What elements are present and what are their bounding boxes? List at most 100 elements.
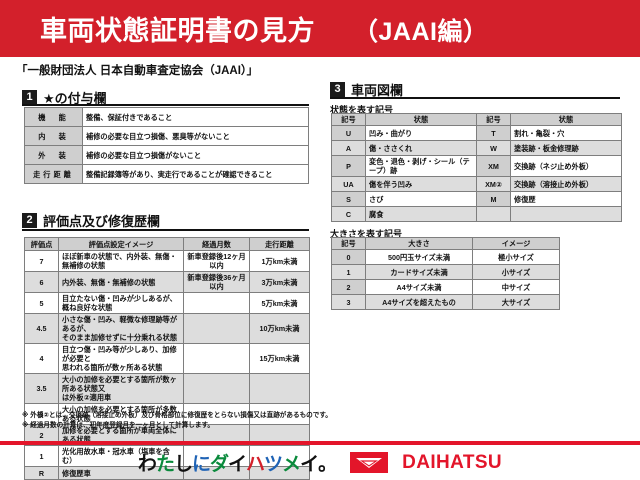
star-row-text: 補修の必要な目立つ損傷、悪臭等がないこと (82, 126, 309, 146)
size-image: 大サイズ (472, 294, 560, 310)
symbol-key: T (476, 125, 511, 141)
size-image: 小サイズ (472, 264, 560, 280)
condition-symbols-caption: 状態を表す記号 (330, 105, 394, 115)
column-header-symbol: 記号 (476, 113, 511, 126)
evaluation-table-body: 7 ほぼ新車の状態で、内外装、無傷・無補修の状態 新車登録後12ヶ月以内 1万k… (24, 250, 310, 480)
section-number-3: 3 (330, 82, 345, 97)
size-desc: A4サイズ未満 (365, 279, 473, 295)
table-row: 外 装 補修の必要な目立つ損傷がないこと (24, 145, 309, 165)
table-row: 7 ほぼ新車の状態で、内外装、無傷・無補修の状態 新車登録後12ヶ月以内 1万k… (24, 250, 310, 272)
size-desc: A4サイズを超えたもの (365, 294, 473, 310)
symbol-desc: 交換跡（溶接止め外板） (510, 176, 622, 192)
eval-months (183, 343, 250, 374)
eval-months (183, 466, 250, 480)
star-row-text: 整備記録簿等があり、実走行であることが確認できること (82, 164, 309, 184)
table-header-row: 記号 大きさ イメージ (331, 237, 560, 250)
note-line: ※ 経過月数の計算は、初年度登録月を一ヶ月として計算します。 (22, 422, 215, 430)
star-row-label: 機 能 (24, 107, 83, 127)
column-header-score: 評価点 (24, 237, 59, 251)
table-row: 3 A4サイズを超えたもの 大サイズ (331, 294, 560, 310)
tagline-char: メ (282, 454, 301, 475)
daihatsu-logo-icon (350, 452, 389, 473)
symbol-desc: さび (365, 191, 477, 207)
symbol-desc: 修復歴 (510, 191, 622, 207)
eval-distance: 5万km未満 (249, 292, 310, 314)
eval-distance: 15万km未満 (249, 343, 310, 374)
eval-score: 2 (24, 424, 59, 446)
section-title-evaluation: 評価点及び修復歴欄 (43, 214, 161, 229)
table-row: 4 目立つ傷・凹み等が少しあり、加修が必要と 思われる箇所が数ヶ所ある状態 15… (24, 343, 310, 374)
table-header-row: 記号 状態 記号 状態 (331, 113, 622, 126)
eval-score: 3.5 (24, 373, 59, 404)
symbol-desc: 傷・ささくれ (365, 140, 477, 156)
column-header-condition: 状態 (365, 113, 477, 126)
tagline-char: に (191, 454, 211, 475)
table-row: 5 目立たない傷・凹みが少しあるが、概ね良好な状態 5万km未満 (24, 292, 310, 314)
eval-image: 内外装、無傷・無補修の状態 (58, 271, 184, 293)
table-row: 機 能 整備、保証付きであること (24, 107, 309, 127)
column-header-symbol: 記号 (331, 237, 366, 250)
page-title: 車両状態証明書の見方 （JAAI編） (40, 9, 488, 48)
table-row: 6 内外装、無傷・無補修の状態 新車登録後36ヶ月以内 3万km未満 (24, 271, 310, 293)
eval-score: 4.5 (24, 313, 59, 344)
table-row: UA 傷を伴う凹み XM② 交換跡（溶接止め外板） (331, 176, 622, 192)
size-key: 1 (331, 264, 366, 280)
eval-distance (249, 466, 310, 480)
eval-months (183, 292, 250, 314)
star-criteria-body: 機 能 整備、保証付きであること 内 装 補修の必要な目立つ損傷、悪臭等がないこ… (24, 107, 309, 184)
eval-image: 修復歴車 (58, 466, 184, 480)
size-table-head: 記号 大きさ イメージ (331, 237, 560, 250)
tagline-char: ダ (209, 454, 229, 475)
table-row: 3.5 大小の加修を必要とする箇所が数ヶ所ある状態又 は外板②適用車 (24, 373, 310, 404)
size-desc: カードサイズ未満 (365, 264, 473, 280)
symbol-desc (510, 206, 622, 222)
tagline-char: ツ (264, 454, 283, 475)
daihatsu-tagline: わたしにダイハツメイ。 (138, 449, 337, 476)
table-row: U 凹み・曲がり T 割れ・亀裂・穴 (331, 125, 622, 141)
symbol-desc: 割れ・亀裂・穴 (510, 125, 622, 141)
star-row-text: 整備、保証付きであること (82, 107, 309, 127)
column-header-condition: 状態 (510, 113, 622, 126)
table-row: 4.5 小さな傷・凹み、軽微な修理跡等があるが、 そのまま加修せずに十分乗れる状… (24, 313, 310, 344)
eval-score: 7 (24, 250, 59, 272)
column-header-distance: 走行距離 (249, 237, 310, 251)
symbol-key: U (331, 125, 366, 141)
eval-image: 小さな傷・凹み、軽微な修理跡等があるが、 そのまま加修せずに十分乗れる状態 (58, 313, 184, 344)
footer-rule (0, 441, 640, 445)
condition-symbol-table: 記号 状態 記号 状態 U 凹み・曲がり T 割れ・亀裂・穴 A 傷・ささくれ … (331, 113, 622, 222)
star-row-label: 内 装 (24, 126, 83, 146)
footer: わたしにダイハツメイ。 DAIHATSU (0, 445, 640, 480)
symbol-desc: 腐食 (365, 206, 477, 222)
header-band: 車両状態証明書の見方 （JAAI編） (0, 0, 640, 57)
table-row: 1 カードサイズ未満 小サイズ (331, 264, 560, 280)
eval-score: 6 (24, 271, 59, 293)
section-number-2: 2 (22, 213, 37, 228)
eval-distance (249, 373, 310, 404)
size-desc: 500円玉サイズ未満 (365, 249, 473, 265)
size-table-body: 0 500円玉サイズ未満 極小サイズ 1 カードサイズ未満 小サイズ 2 A4サ… (331, 249, 560, 310)
symbol-key: XM② (476, 176, 511, 192)
size-symbol-table: 記号 大きさ イメージ 0 500円玉サイズ未満 極小サイズ 1 カードサイズ未… (331, 237, 560, 310)
eval-distance: 10万km未満 (249, 313, 310, 344)
eval-months (183, 424, 250, 446)
eval-distance: 1万km未満 (249, 250, 310, 272)
eval-score: 5 (24, 292, 59, 314)
column-header-symbol: 記号 (331, 113, 366, 126)
section-number-1: 1 (22, 90, 37, 105)
size-key: 3 (331, 294, 366, 310)
eval-image: ほぼ新車の状態で、内外装、無傷・無補修の状態 (58, 250, 184, 272)
column-header-image: 評価点設定イメージ (58, 237, 184, 251)
star-row-label: 外 装 (24, 145, 83, 165)
evaluation-notes: ※ 外板②とは、交換跡（溶接止め外板）及び骨格部位に修復歴をとらない損傷又は直跡… (22, 411, 332, 431)
symbol-key: M (476, 191, 511, 207)
eval-months: 新車登録後12ヶ月以内 (183, 250, 250, 272)
symbol-desc: 凹み・曲がり (365, 125, 477, 141)
size-image: 極小サイズ (472, 249, 560, 265)
tagline-char: 。 (318, 454, 337, 475)
symbol-key: C (331, 206, 366, 222)
table-row: 2 A4サイズ未満 中サイズ (331, 279, 560, 295)
page-title-main: 車両状態証明書の見方 (40, 16, 315, 46)
eval-image: 大小の加修を必要とする箇所が数ヶ所ある状態又 は外板②適用車 (58, 373, 184, 404)
table-row: C 腐食 (331, 206, 622, 222)
column-header-months: 経過月数 (183, 237, 250, 251)
